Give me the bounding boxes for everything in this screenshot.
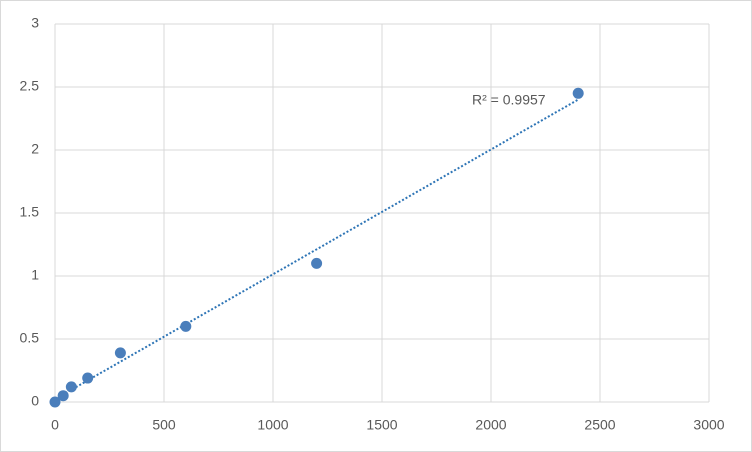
x-tick-label: 1000 — [257, 417, 288, 433]
point — [180, 320, 192, 332]
point — [82, 372, 94, 384]
y-tick-label: 0.5 — [20, 330, 40, 346]
trendline — [54, 98, 579, 401]
x-tick-label: 2500 — [584, 417, 615, 433]
point — [57, 390, 69, 402]
x-tick-label: 2000 — [475, 417, 506, 433]
y-tick-label: 2 — [31, 141, 39, 157]
point — [572, 87, 584, 99]
point — [114, 347, 126, 359]
x-tick-label: 0 — [51, 417, 59, 433]
x-tick-label: 500 — [152, 417, 176, 433]
x-tick-label: 3000 — [693, 417, 724, 433]
y-tick-label: 0 — [31, 393, 39, 409]
point — [49, 396, 61, 408]
y-tick-label: 3 — [31, 15, 39, 31]
x-tick-label: 1500 — [366, 417, 397, 433]
y-tick-label: 1 — [31, 267, 39, 283]
annotation: R² = 0.9957 — [472, 92, 546, 108]
point — [311, 257, 323, 269]
y-tick-label: 2.5 — [20, 78, 40, 94]
y-tick-label: 1.5 — [20, 204, 40, 220]
point — [65, 381, 77, 393]
